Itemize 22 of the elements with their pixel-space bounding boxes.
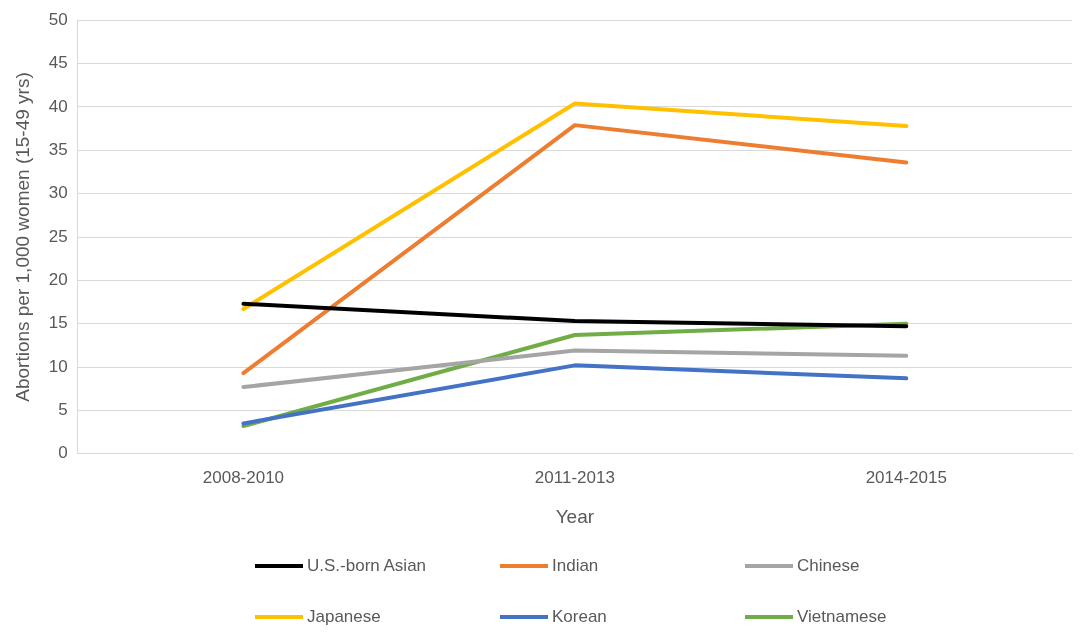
- y-tick-label: 40: [48, 96, 68, 116]
- y-tick-label: 5: [58, 400, 68, 420]
- y-tick-label: 25: [48, 226, 68, 246]
- legend-label: Japanese: [307, 606, 381, 626]
- y-tick-label: 45: [48, 53, 68, 73]
- y-tick-label: 0: [58, 443, 68, 463]
- legend-label: Vietnamese: [797, 606, 887, 626]
- legend-label: Indian: [552, 555, 599, 575]
- y-tick-label: 50: [48, 9, 68, 29]
- legend-label: Chinese: [797, 555, 860, 575]
- x-axis-title: Year: [555, 505, 595, 527]
- y-tick-label: 10: [48, 356, 68, 376]
- y-tick-label: 20: [48, 270, 68, 290]
- x-tick-label: 2014-2015: [865, 467, 947, 487]
- legend-label: Korean: [552, 606, 607, 626]
- legend-label: U.S.-born Asian: [307, 555, 427, 575]
- y-tick-label: 15: [48, 313, 68, 333]
- y-axis-title: Abortions per 1,000 women (15-49 yrs): [11, 72, 33, 402]
- x-tick-label: 2011-2013: [534, 467, 615, 487]
- x-tick-label: 2008-2010: [202, 467, 285, 487]
- y-tick-label: 30: [48, 183, 68, 203]
- y-tick-label: 35: [48, 139, 68, 159]
